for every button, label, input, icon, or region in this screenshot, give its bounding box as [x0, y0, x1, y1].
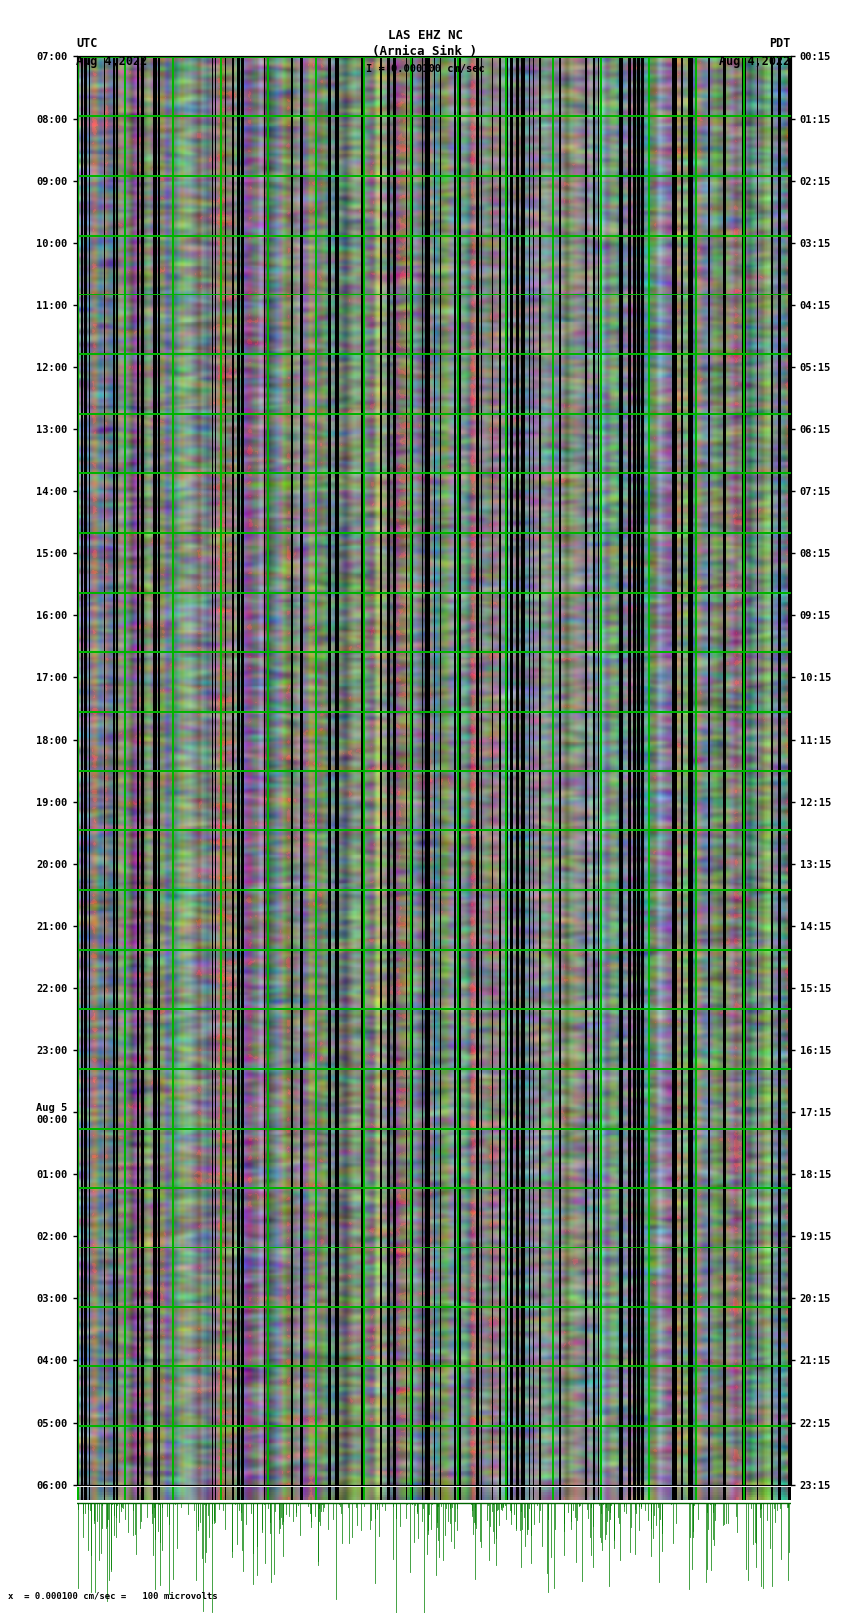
Text: (Arnica Sink ): (Arnica Sink )	[372, 45, 478, 58]
Text: Aug 4,2022: Aug 4,2022	[719, 55, 791, 68]
Text: I = 0.000100 cm/sec: I = 0.000100 cm/sec	[366, 65, 484, 74]
Text: Aug 4,2022: Aug 4,2022	[76, 55, 148, 68]
Text: LAS EHZ NC: LAS EHZ NC	[388, 29, 462, 42]
Text: x  = 0.000100 cm/sec =   100 microvolts: x = 0.000100 cm/sec = 100 microvolts	[8, 1590, 218, 1600]
Text: PDT: PDT	[769, 37, 790, 50]
Text: UTC: UTC	[76, 37, 98, 50]
